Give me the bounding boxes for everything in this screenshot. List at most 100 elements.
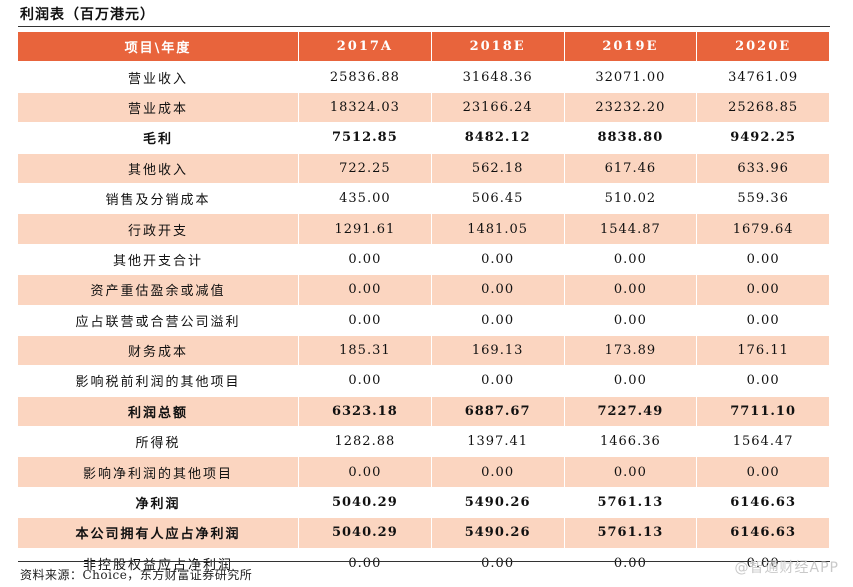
cell-value: 5490.26 bbox=[431, 487, 565, 519]
cell-value: 5761.13 bbox=[564, 487, 698, 519]
header-2020e: 2020E bbox=[697, 32, 830, 63]
cell-value: 6146.63 bbox=[697, 518, 830, 549]
row-label: 所得税 bbox=[18, 427, 299, 458]
cell-value: 31648.36 bbox=[431, 62, 565, 93]
cell-value: 23232.20 bbox=[564, 92, 698, 124]
row-label: 营业收入 bbox=[18, 62, 299, 93]
cell-value: 18324.03 bbox=[299, 92, 432, 124]
cell-value: 25268.85 bbox=[697, 92, 830, 124]
cell-value: 722.25 bbox=[299, 153, 432, 184]
cell-value: 0.00 bbox=[299, 366, 432, 397]
row-label: 营业成本 bbox=[18, 92, 299, 124]
cell-value: 5490.26 bbox=[431, 518, 565, 549]
cell-value: 506.45 bbox=[431, 183, 565, 215]
cell-value: 435.00 bbox=[299, 183, 432, 215]
cell-value: 0.00 bbox=[564, 244, 698, 276]
cell-value: 562.18 bbox=[431, 153, 565, 184]
table-row: 影响净利润的其他项目 0.00 0.00 0.00 0.00 bbox=[18, 457, 830, 488]
cell-value: 0.00 bbox=[299, 305, 432, 336]
cell-value: 0.00 bbox=[697, 305, 830, 336]
cell-value: 0.00 bbox=[564, 305, 698, 336]
cell-value: 0.00 bbox=[431, 244, 565, 276]
cell-value: 169.13 bbox=[431, 335, 565, 367]
table-row: 营业收入 25836.88 31648.36 32071.00 34761.09 bbox=[18, 62, 830, 93]
cell-value: 1397.41 bbox=[431, 427, 565, 458]
cell-value: 34761.09 bbox=[697, 62, 830, 93]
header-item-year: 项目\年度 bbox=[18, 32, 299, 63]
table-row: 所得税 1282.88 1397.41 1466.36 1564.47 bbox=[18, 427, 830, 458]
cell-value: 0.00 bbox=[564, 548, 698, 580]
cell-value: 8482.12 bbox=[431, 123, 565, 154]
income-statement-table: 项目\年度 2017A 2018E 2019E 2020E 营业收入 25836.… bbox=[18, 32, 830, 580]
row-label: 本公司拥有人应占净利润 bbox=[18, 518, 299, 549]
cell-value: 5040.29 bbox=[299, 487, 432, 519]
cell-value: 9492.25 bbox=[697, 123, 830, 154]
cell-value: 617.46 bbox=[564, 153, 698, 184]
cell-value: 0.00 bbox=[697, 366, 830, 397]
cell-value: 5761.13 bbox=[564, 518, 698, 549]
row-label: 影响税前利润的其他项目 bbox=[18, 366, 299, 397]
table-row: 应占联营或合营公司溢利 0.00 0.00 0.00 0.00 bbox=[18, 305, 830, 336]
cell-value: 0.00 bbox=[431, 457, 565, 488]
table-row: 毛利 7512.85 8482.12 8838.80 9492.25 bbox=[18, 123, 830, 154]
cell-value: 0.00 bbox=[431, 275, 565, 306]
source-note: 资料来源：Choice，东方财富证券研究所 bbox=[20, 568, 253, 582]
row-label: 其他开支合计 bbox=[18, 244, 299, 276]
cell-value: 0.00 bbox=[431, 548, 565, 580]
table-row: 财务成本 185.31 169.13 173.89 176.11 bbox=[18, 335, 830, 367]
cell-value: 1282.88 bbox=[299, 427, 432, 458]
row-label: 利润总额 bbox=[18, 396, 299, 428]
cell-value: 1466.36 bbox=[564, 427, 698, 458]
cell-value: 7227.49 bbox=[564, 396, 698, 428]
row-label: 销售及分销成本 bbox=[18, 183, 299, 215]
bottom-divider bbox=[18, 561, 830, 562]
header-row: 项目\年度 2017A 2018E 2019E 2020E bbox=[18, 32, 830, 63]
cell-value: 1291.61 bbox=[299, 214, 432, 245]
row-label: 资产重估盈余或减值 bbox=[18, 275, 299, 306]
table-row: 营业成本 18324.03 23166.24 23232.20 25268.85 bbox=[18, 92, 830, 124]
row-label: 净利润 bbox=[18, 487, 299, 519]
table-row: 其他收入 722.25 562.18 617.46 633.96 bbox=[18, 153, 830, 184]
table-row: 资产重估盈余或减值 0.00 0.00 0.00 0.00 bbox=[18, 275, 830, 306]
cell-value: 1481.05 bbox=[431, 214, 565, 245]
cell-value: 7711.10 bbox=[697, 396, 830, 428]
cell-value: 25836.88 bbox=[299, 62, 432, 93]
title-divider bbox=[18, 26, 830, 27]
cell-value: 6887.67 bbox=[431, 396, 565, 428]
watermark: @智通财经APP bbox=[734, 560, 839, 576]
header-2019e: 2019E bbox=[564, 32, 698, 63]
table-title: 利润表（百万港元） bbox=[20, 7, 155, 23]
row-label: 影响净利润的其他项目 bbox=[18, 457, 299, 488]
cell-value: 32071.00 bbox=[564, 62, 698, 93]
cell-value: 0.00 bbox=[697, 457, 830, 488]
cell-value: 0.00 bbox=[299, 244, 432, 276]
cell-value: 633.96 bbox=[697, 153, 830, 184]
table-row: 利润总额 6323.18 6887.67 7227.49 7711.10 bbox=[18, 396, 830, 428]
header-2017a: 2017A bbox=[299, 32, 432, 63]
cell-value: 510.02 bbox=[564, 183, 698, 215]
cell-value: 1564.47 bbox=[697, 427, 830, 458]
table-row: 其他开支合计 0.00 0.00 0.00 0.00 bbox=[18, 244, 830, 276]
table-row: 影响税前利润的其他项目 0.00 0.00 0.00 0.00 bbox=[18, 366, 830, 397]
row-label: 毛利 bbox=[18, 123, 299, 154]
cell-value: 0.00 bbox=[299, 457, 432, 488]
cell-value: 0.00 bbox=[564, 275, 698, 306]
cell-value: 0.00 bbox=[299, 275, 432, 306]
cell-value: 0.00 bbox=[697, 548, 830, 580]
row-label: 应占联营或合营公司溢利 bbox=[18, 305, 299, 336]
table-row: 销售及分销成本 435.00 506.45 510.02 559.36 bbox=[18, 183, 830, 215]
cell-value: 8838.80 bbox=[564, 123, 698, 154]
cell-value: 0.00 bbox=[564, 366, 698, 397]
cell-value: 0.00 bbox=[697, 275, 830, 306]
cell-value: 173.89 bbox=[564, 335, 698, 367]
table-row: 净利润 5040.29 5490.26 5761.13 6146.63 bbox=[18, 487, 830, 519]
cell-value: 0.00 bbox=[697, 244, 830, 276]
cell-value: 1544.87 bbox=[564, 214, 698, 245]
cell-value: 1679.64 bbox=[697, 214, 830, 245]
header-2018e: 2018E bbox=[431, 32, 565, 63]
cell-value: 176.11 bbox=[697, 335, 830, 367]
cell-value: 0.00 bbox=[299, 548, 432, 580]
cell-value: 0.00 bbox=[564, 457, 698, 488]
row-label: 财务成本 bbox=[18, 335, 299, 367]
table-row: 本公司拥有人应占净利润 5040.29 5490.26 5761.13 6146.63 bbox=[18, 518, 830, 549]
